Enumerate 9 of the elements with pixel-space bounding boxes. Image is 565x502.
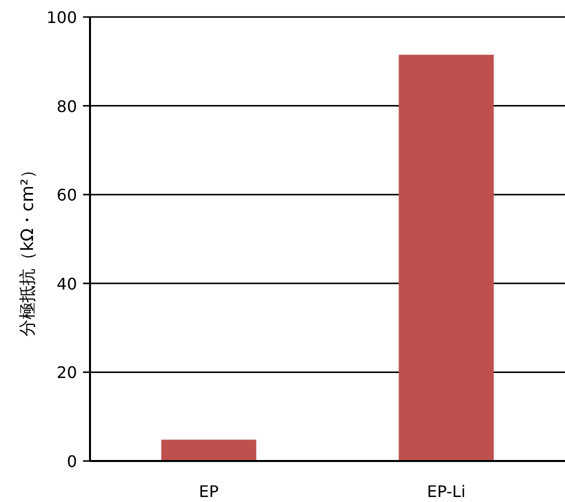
y-tick-label: 0 bbox=[66, 452, 77, 471]
y-tick-label: 40 bbox=[56, 274, 77, 294]
y-tick-label: 60 bbox=[56, 186, 77, 205]
y-tick-label: 100 bbox=[46, 8, 77, 27]
y-axis-title: 分極抵抗（kΩ・cm²） bbox=[18, 162, 38, 336]
x-tick-label: EP bbox=[198, 482, 219, 501]
x-tick-label: EP-Li bbox=[426, 482, 466, 501]
y-tick-label: 80 bbox=[56, 96, 77, 116]
y-tick-label: 20 bbox=[56, 363, 77, 382]
